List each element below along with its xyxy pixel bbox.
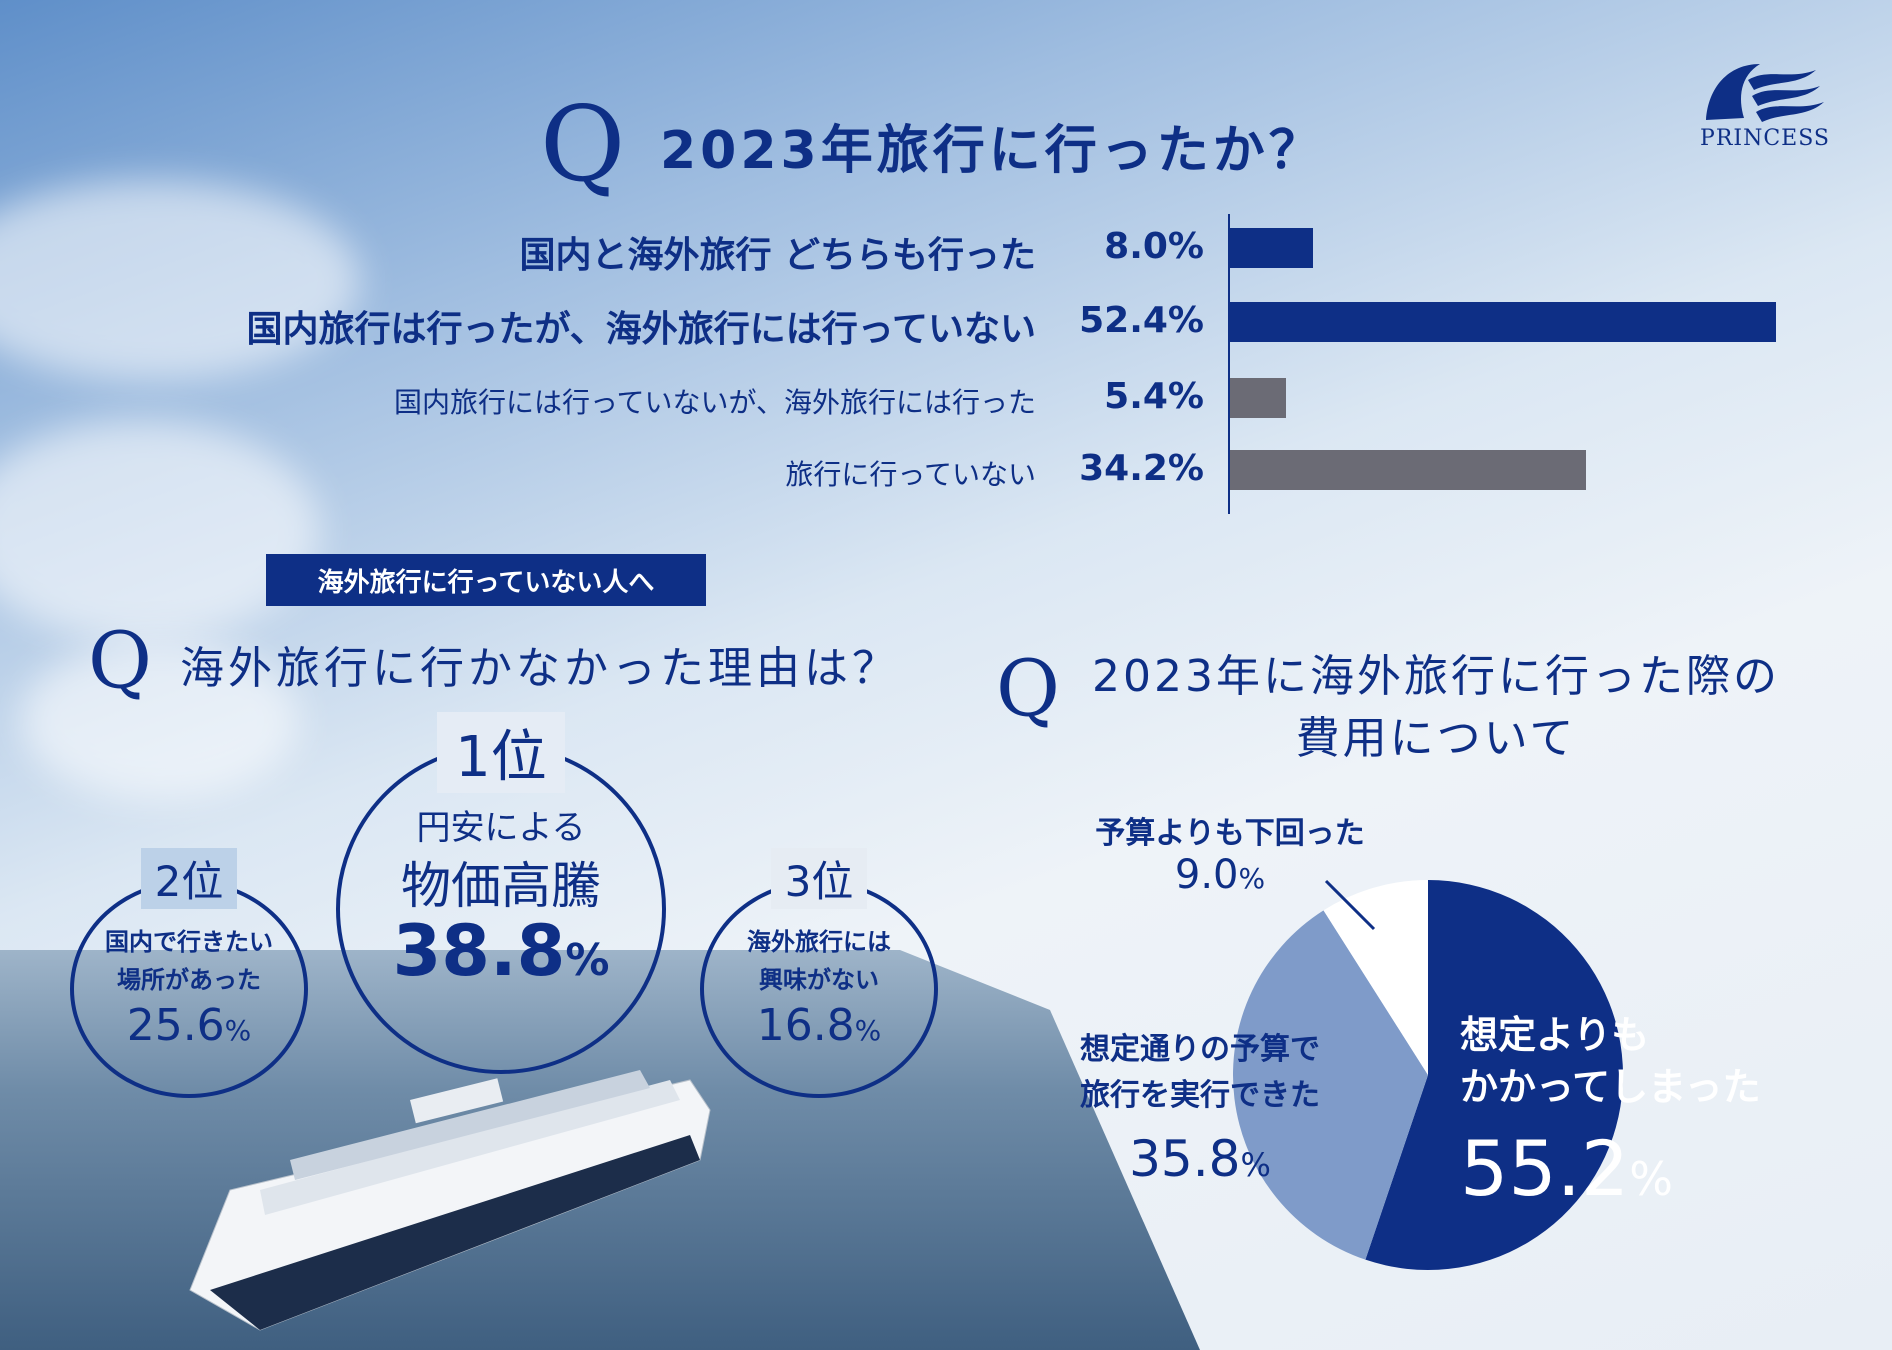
cloud bbox=[0, 180, 360, 380]
pie-slice bbox=[1365, 880, 1623, 1270]
rank-3-label-line1: 海外旅行には bbox=[747, 928, 891, 956]
q-letter: Q bbox=[996, 644, 1060, 734]
rank-1-value: 38.8% bbox=[336, 910, 666, 992]
rank-3-value: 16.8% bbox=[700, 1000, 938, 1051]
question-title: 海外旅行に行かなかった理由は？ bbox=[180, 643, 900, 694]
pie-unit-on-budget: % bbox=[1240, 1146, 1271, 1184]
pie-value-on-budget: 35.8% bbox=[1100, 1130, 1300, 1188]
pie-number-on-budget: 35.8 bbox=[1129, 1130, 1241, 1188]
q-letter: Q bbox=[88, 616, 152, 706]
rank-2-unit: % bbox=[224, 1014, 252, 1047]
pie-value-over-budget: 55.2% bbox=[1460, 1124, 1673, 1213]
bar bbox=[1230, 302, 1776, 342]
leader-line bbox=[1324, 879, 1376, 931]
pie-label-on-budget-line2: 旅行を実行できた bbox=[1080, 1078, 1320, 1113]
cloud bbox=[20, 640, 300, 800]
bar bbox=[1230, 228, 1314, 268]
rank-3-unit: % bbox=[854, 1014, 882, 1047]
pie-unit-over-budget: % bbox=[1629, 1152, 1673, 1206]
rank-2-value: 25.6% bbox=[70, 1000, 308, 1051]
bar-value-label: 52.4% bbox=[1079, 300, 1204, 341]
pie-label-over-budget-line1: 想定よりも bbox=[1460, 1013, 1650, 1057]
rank-1-unit: % bbox=[565, 935, 610, 986]
bar-category-label: 国内旅行は行ったが、海外旅行には行っていない bbox=[246, 309, 1036, 351]
bar-category-label: 国内旅行には行っていないが、海外旅行には行った bbox=[393, 386, 1036, 420]
pie-unit-under-budget: % bbox=[1238, 862, 1266, 895]
pie-slice bbox=[1323, 880, 1428, 1075]
pie-label-over-budget-line2: かかってしまった bbox=[1460, 1065, 1761, 1109]
rank-1-number: 38.8 bbox=[392, 910, 566, 992]
rank-2-number: 25.6 bbox=[126, 1000, 225, 1051]
rank-2-label-line2: 場所があった bbox=[117, 966, 261, 994]
rank-2-title: 2位 bbox=[140, 848, 238, 909]
logo-text: PRINCESS bbox=[1700, 126, 1830, 151]
rank-3-number: 16.8 bbox=[756, 1000, 855, 1051]
rank-1-label-line1: 円安による bbox=[416, 808, 586, 848]
pie-label-on-budget-line1: 想定通りの予算で bbox=[1080, 1032, 1320, 1067]
rank-3-badge: 3位 bbox=[700, 848, 938, 909]
target-badge: 海外旅行に行っていない人へ bbox=[266, 554, 706, 606]
pie-value-under-budget: 9.0% bbox=[1120, 852, 1320, 898]
bar-axis-line bbox=[1228, 214, 1230, 514]
q-letter: Q bbox=[540, 83, 626, 205]
pie-slice bbox=[1233, 910, 1428, 1260]
question-title-line1: 2023年に海外旅行に行った際の bbox=[1092, 651, 1780, 702]
bar-category-label: 旅行に行っていない bbox=[785, 458, 1036, 492]
rank-1-label-line2: 物価高騰 bbox=[401, 857, 601, 915]
pie-number-over-budget: 55.2 bbox=[1460, 1124, 1630, 1213]
rank-3-label-line2: 興味がない bbox=[759, 966, 879, 994]
bar bbox=[1230, 450, 1587, 490]
question-title-line2: 費用について bbox=[1295, 713, 1577, 764]
bar bbox=[1230, 378, 1287, 418]
question-title: 2023年旅行に行ったか？ bbox=[660, 121, 1325, 181]
rank-2-badge: 2位 bbox=[70, 848, 308, 909]
pie-label-under-budget: 予算よりも下回った bbox=[1095, 816, 1365, 851]
bar-category-label: 国内と海外旅行 どちらも行った bbox=[519, 235, 1036, 277]
rank-2-label-line1: 国内で行きたい bbox=[105, 928, 273, 956]
bar-value-label: 34.2% bbox=[1079, 448, 1204, 489]
princess-wave-logo-icon bbox=[1706, 64, 1824, 122]
rank-1-title: 1位 bbox=[437, 712, 565, 793]
rank-3-title: 3位 bbox=[770, 848, 868, 909]
pie-chart bbox=[1233, 880, 1623, 1270]
cruise-ship-image bbox=[189, 1070, 711, 1331]
bar-value-label: 8.0% bbox=[1104, 226, 1204, 267]
rank-1-badge: 1位 bbox=[336, 712, 666, 793]
pie-number-under-budget: 9.0 bbox=[1174, 852, 1239, 898]
bar-value-label: 5.4% bbox=[1104, 376, 1204, 417]
